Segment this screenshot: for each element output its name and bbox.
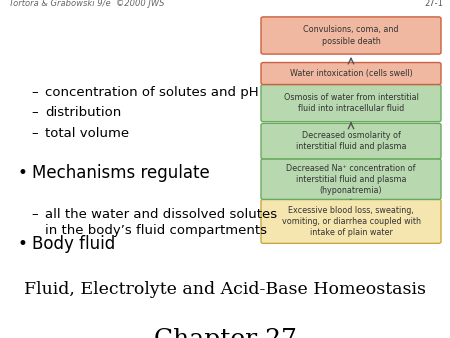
- FancyBboxPatch shape: [261, 159, 441, 199]
- Text: 27-1: 27-1: [424, 0, 443, 8]
- Text: total volume: total volume: [45, 127, 129, 140]
- Text: Water intoxication (cells swell): Water intoxication (cells swell): [290, 69, 412, 78]
- Text: distribution: distribution: [45, 106, 121, 119]
- Text: Body fluid: Body fluid: [32, 235, 115, 253]
- Text: Mechanisms regulate: Mechanisms regulate: [32, 164, 209, 182]
- Text: Fluid, Electrolyte and Acid-Base Homeostasis: Fluid, Electrolyte and Acid-Base Homeost…: [24, 281, 426, 297]
- Text: Decreased Na⁺ concentration of
interstitial fluid and plasma
(hyponatremia): Decreased Na⁺ concentration of interstit…: [286, 164, 416, 195]
- Text: –: –: [32, 106, 38, 119]
- FancyBboxPatch shape: [261, 199, 441, 243]
- Text: Convulsions, coma, and
possible death: Convulsions, coma, and possible death: [303, 25, 399, 46]
- Text: Decreased osmolarity of
interstitial fluid and plasma: Decreased osmolarity of interstitial flu…: [296, 131, 406, 151]
- FancyBboxPatch shape: [261, 84, 441, 122]
- Text: concentration of solutes and pH: concentration of solutes and pH: [45, 86, 259, 99]
- FancyBboxPatch shape: [261, 63, 441, 84]
- Text: all the water and dissolved solutes
in the body’s fluid compartments: all the water and dissolved solutes in t…: [45, 208, 277, 237]
- Text: –: –: [32, 127, 38, 140]
- FancyBboxPatch shape: [261, 17, 441, 54]
- FancyBboxPatch shape: [261, 123, 441, 159]
- Text: Osmosis of water from interstitial
fluid into intracellular fluid: Osmosis of water from interstitial fluid…: [284, 93, 418, 113]
- Text: Excessive blood loss, sweating,
vomiting, or diarrhea coupled with
intake of pla: Excessive blood loss, sweating, vomiting…: [282, 206, 420, 237]
- Text: –: –: [32, 208, 38, 221]
- Text: •: •: [18, 235, 28, 253]
- Text: •: •: [18, 164, 28, 182]
- Text: –: –: [32, 86, 38, 99]
- Text: Chapter 27: Chapter 27: [153, 328, 297, 338]
- Text: Tortora & Grabowski 9/e  ©2000 JWS: Tortora & Grabowski 9/e ©2000 JWS: [9, 0, 165, 8]
